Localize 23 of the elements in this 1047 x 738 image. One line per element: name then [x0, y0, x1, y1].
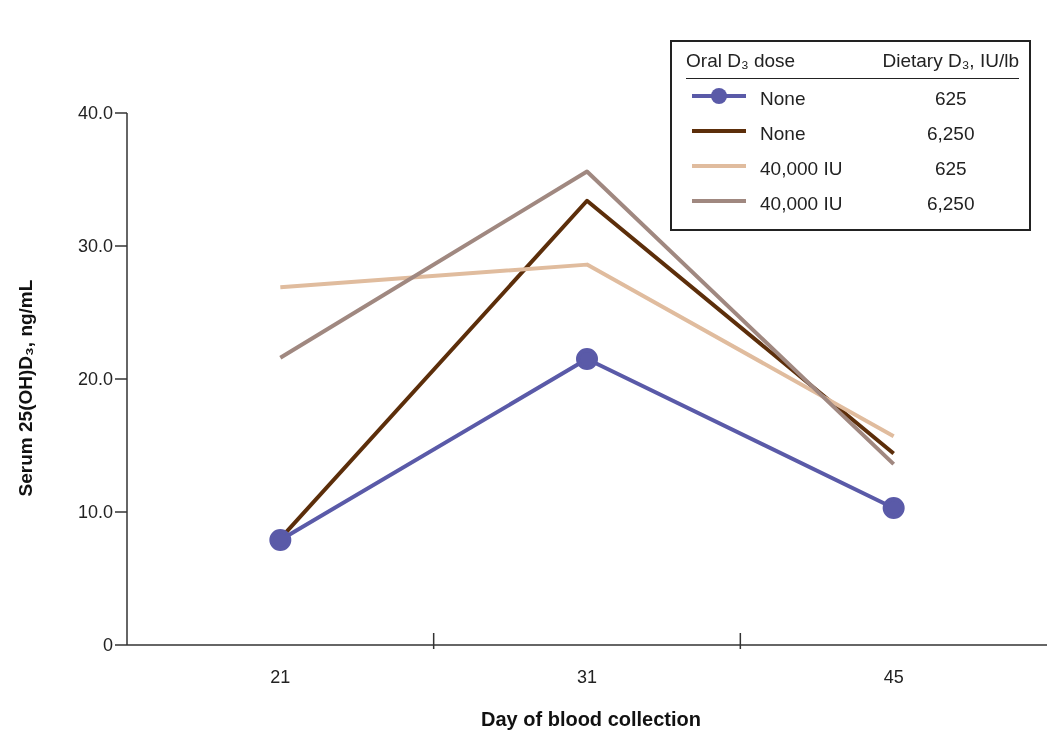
- annotation: 6,250: [925, 121, 976, 146]
- y-axis-title: Serum 25(OH)D₃, ng/mL: [15, 279, 37, 497]
- text: Dietary D₃, IU/lb: [881, 49, 1019, 73]
- y-tick-label: 30.0: [77, 236, 113, 257]
- y-tick-label: 10.0: [77, 502, 113, 523]
- legend-title: Oral D₃ dose: [686, 49, 797, 73]
- y-tick-label: 0: [102, 635, 113, 656]
- point: [269, 528, 292, 551]
- annotation: 6,250: [925, 191, 976, 216]
- point: [882, 497, 905, 520]
- point: [576, 348, 598, 371]
- x-tick-label: 45: [883, 667, 904, 687]
- text: 625: [933, 86, 968, 111]
- x-tick-label: 21: [270, 667, 291, 687]
- legend-label: 40,000 IU: [760, 191, 844, 216]
- y-tick-label: 40.0: [77, 103, 113, 124]
- annotation: 625: [933, 156, 968, 181]
- x-axis-title: Day of blood collection: [480, 708, 702, 731]
- legend-label: None: [760, 121, 807, 146]
- y-tick-label: 20.0: [77, 369, 113, 390]
- x-tick-label: 31: [576, 667, 598, 687]
- legend-label: None: [760, 86, 807, 111]
- legend-label: 40,000 IU: [760, 156, 844, 181]
